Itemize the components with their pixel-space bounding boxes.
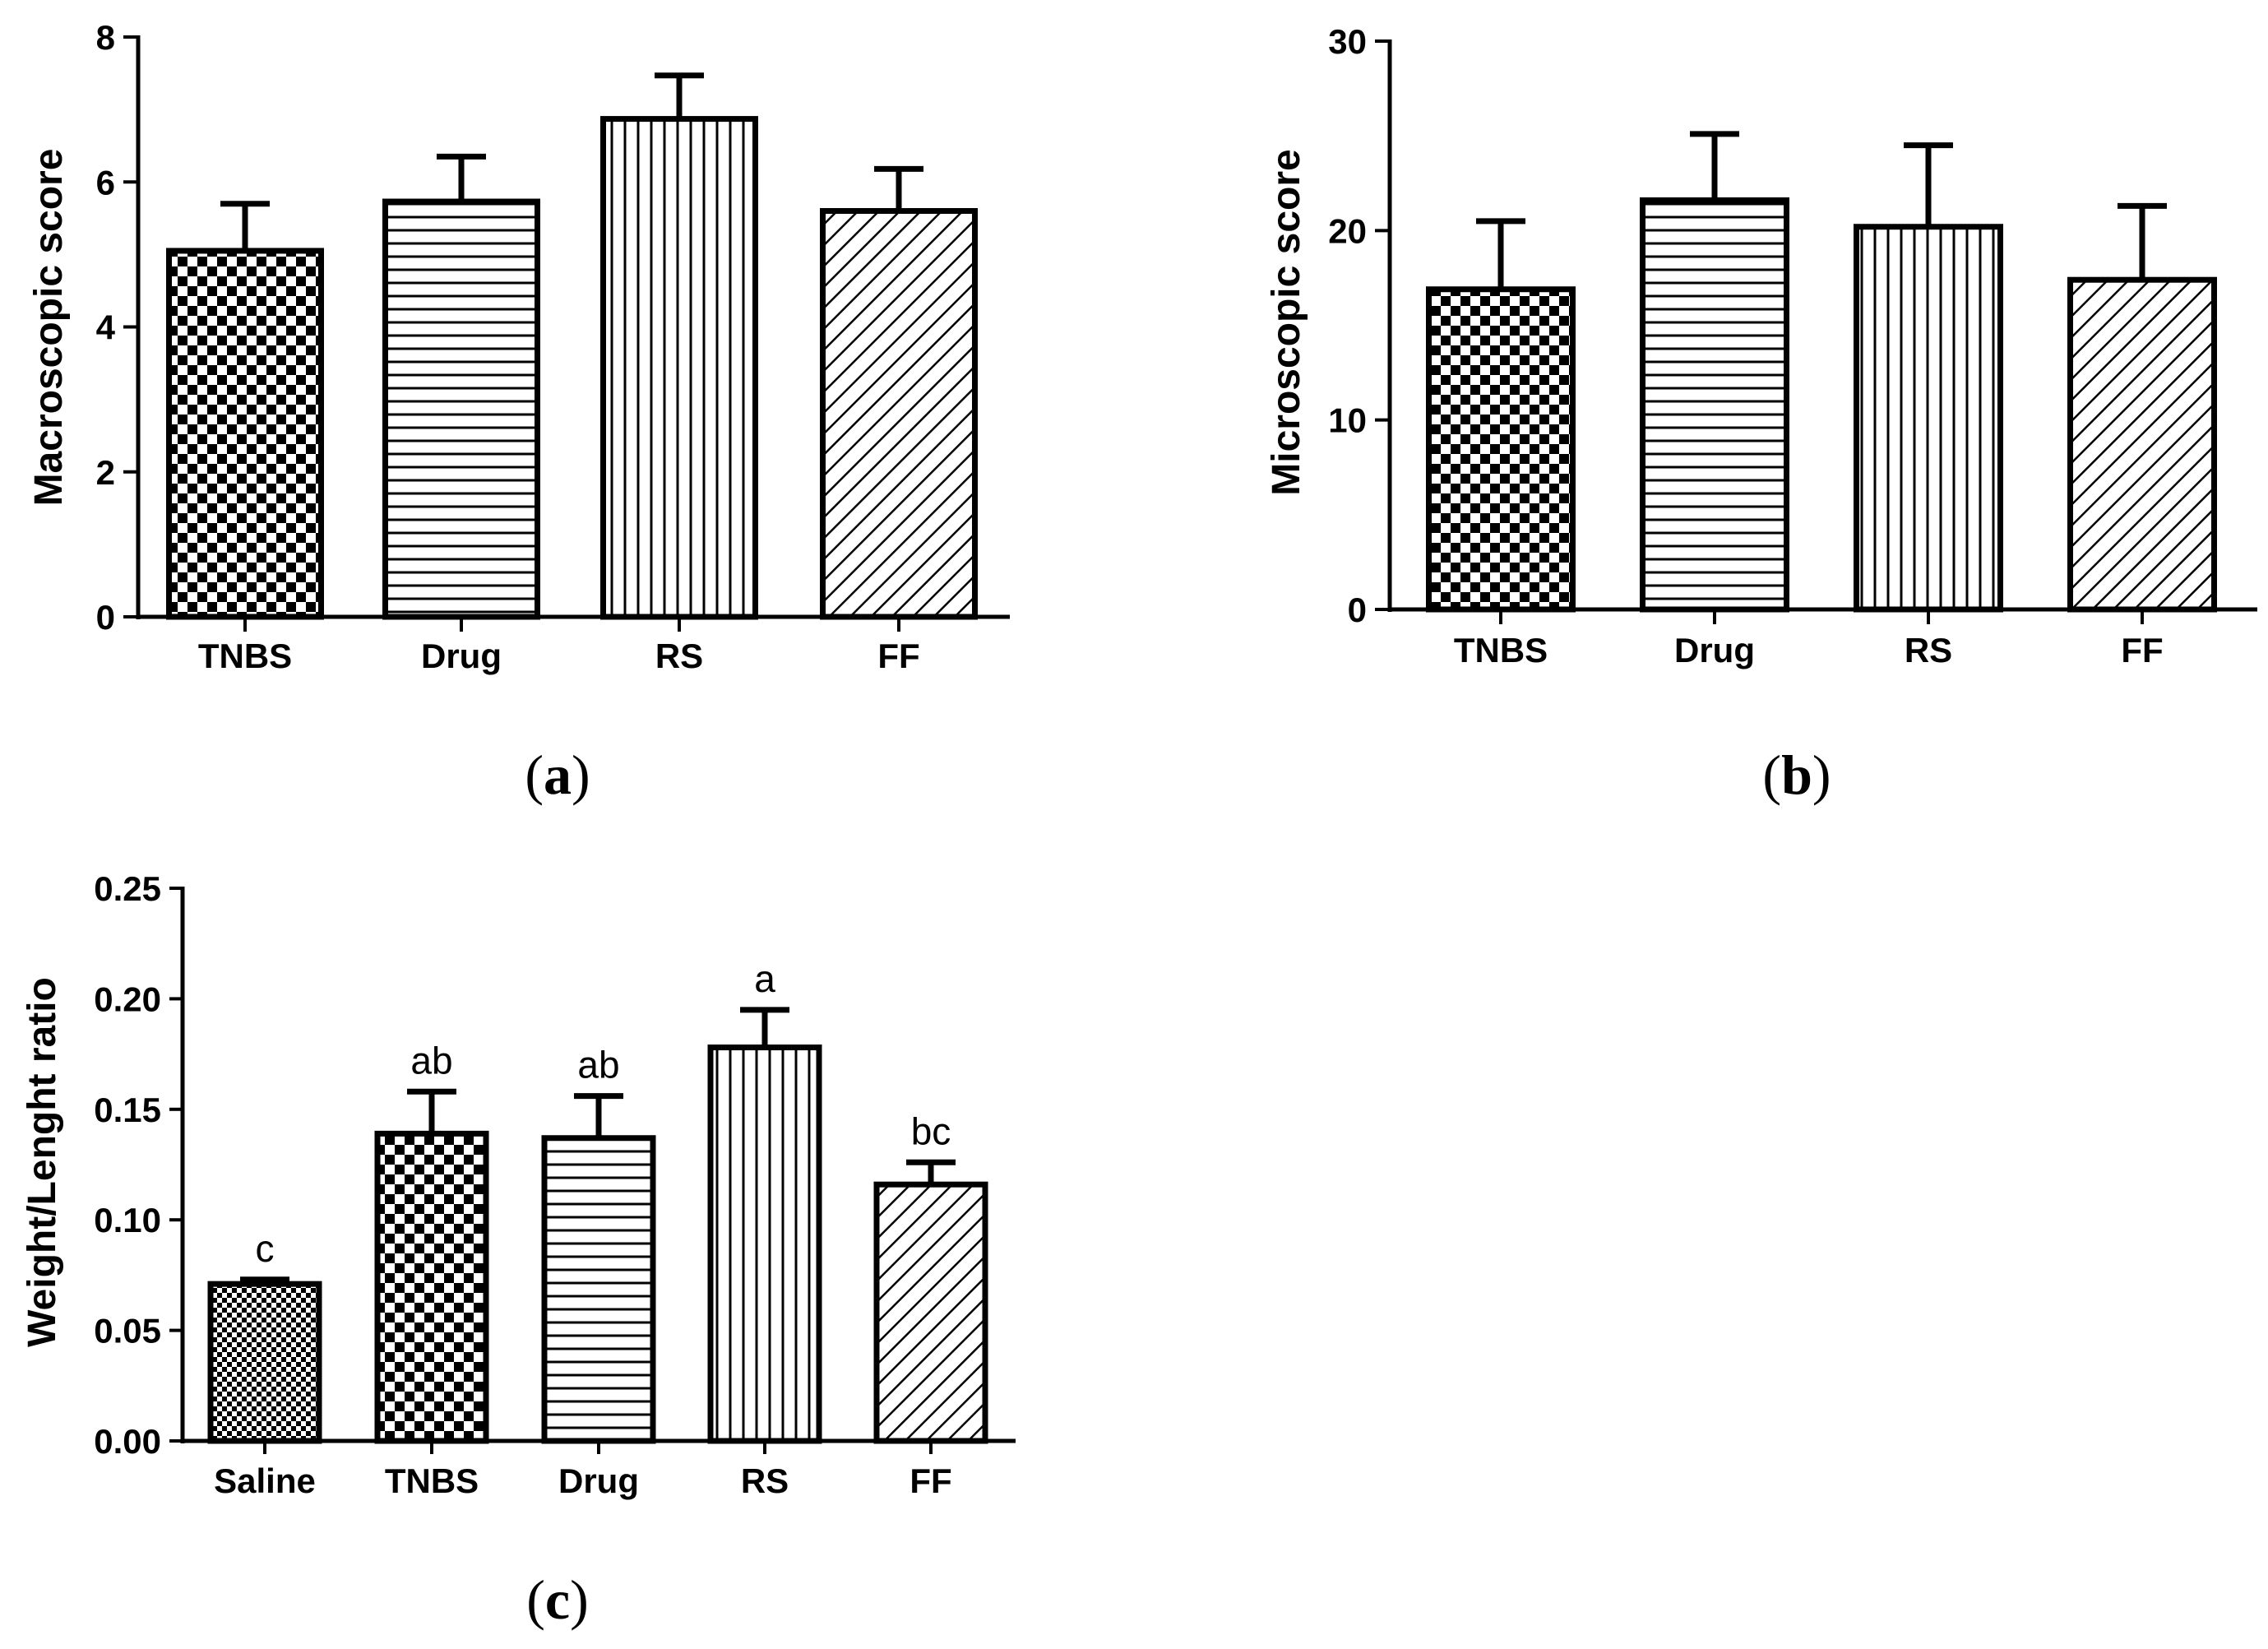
x-tick-label-c-2: TNBS [385, 1461, 479, 1500]
y-axis-label-b: Microscopic score [1265, 149, 1308, 496]
y-tick-label-c-6: 0.25 [94, 869, 161, 908]
chart-panel-a: TNBS Drug RS FF 0 2 4 6 8 Macroscopic score (a) [27, 18, 1010, 806]
y-tick-label-a-5: 8 [96, 18, 115, 57]
y-tick-label-c-1: 0.00 [94, 1422, 161, 1461]
significance-letter-c-1: c [256, 1227, 275, 1270]
bar-a-3 [600, 116, 758, 620]
significance-letter-c-2: ab [410, 1039, 452, 1082]
y-tick-label-c-4: 0.15 [94, 1091, 161, 1129]
bar-b-2 [1640, 197, 1789, 613]
bar-a-1 [166, 248, 324, 620]
y-tick-label-b-2: 10 [1328, 401, 1367, 440]
y-axis-label-a: Macroscopic score [27, 149, 71, 507]
bar-a-2 [382, 198, 540, 620]
x-tick-label-c-4: RS [741, 1461, 789, 1500]
y-tick-label-c-2: 0.05 [94, 1312, 161, 1350]
y-tick-label-b-3: 20 [1328, 211, 1367, 250]
x-tick-label-a-4: FF [877, 637, 919, 675]
x-tick-label-a-3: RS [655, 637, 703, 675]
panel-label-b: (b) [1762, 743, 1831, 806]
x-tick-label-c-3: Drug [558, 1461, 639, 1500]
y-tick-label-c-5: 0.20 [94, 980, 161, 1018]
x-tick-label-c-1: Saline [214, 1461, 316, 1500]
panel-label-a: (a) [525, 743, 590, 806]
y-tick-label-b-1: 0 [1348, 591, 1367, 629]
bar-b-1 [1426, 286, 1576, 613]
bar-c-5 [873, 1181, 988, 1444]
bar-b-3 [1854, 224, 2003, 613]
bar-a-4 [820, 208, 978, 620]
chart-panel-c: c Saline ab TNBS ab Drug a RS bc FF 0.00 0.05 0.10 0.… [21, 869, 1016, 1631]
significance-letter-c-4: a [754, 957, 775, 1000]
x-tick-label-b-3: RS [1905, 631, 1952, 669]
y-tick-label-a-4: 6 [96, 163, 115, 201]
bar-c-4 [707, 1045, 822, 1444]
x-tick-label-b-4: FF [2121, 631, 2163, 669]
y-tick-label-a-2: 2 [96, 453, 115, 492]
y-tick-label-c-3: 0.10 [94, 1201, 161, 1239]
chart-panel-b: TNBS Drug RS FF 0 10 20 30 Microscopic score (b) [1265, 22, 2257, 806]
x-tick-label-c-5: FF [910, 1461, 951, 1500]
y-tick-label-a-1: 0 [96, 598, 115, 637]
significance-letter-c-5: bc [911, 1109, 951, 1152]
x-tick-label-b-2: Drug [1674, 631, 1755, 669]
x-tick-label-a-1: TNBS [198, 637, 292, 675]
bar-c-1 [207, 1281, 322, 1444]
y-tick-label-b-4: 30 [1328, 22, 1367, 61]
bar-b-4 [2067, 276, 2217, 613]
x-tick-label-a-2: Drug [421, 637, 502, 675]
significance-letter-c-3: ab [577, 1044, 619, 1086]
y-axis-label-c: Weight/Lenght ratio [21, 977, 64, 1347]
y-tick-label-a-3: 4 [96, 308, 116, 347]
x-tick-label-b-1: TNBS [1454, 631, 1548, 669]
panel-label-c: (c) [526, 1568, 589, 1631]
bar-c-2 [374, 1130, 489, 1444]
bar-c-3 [541, 1135, 656, 1444]
